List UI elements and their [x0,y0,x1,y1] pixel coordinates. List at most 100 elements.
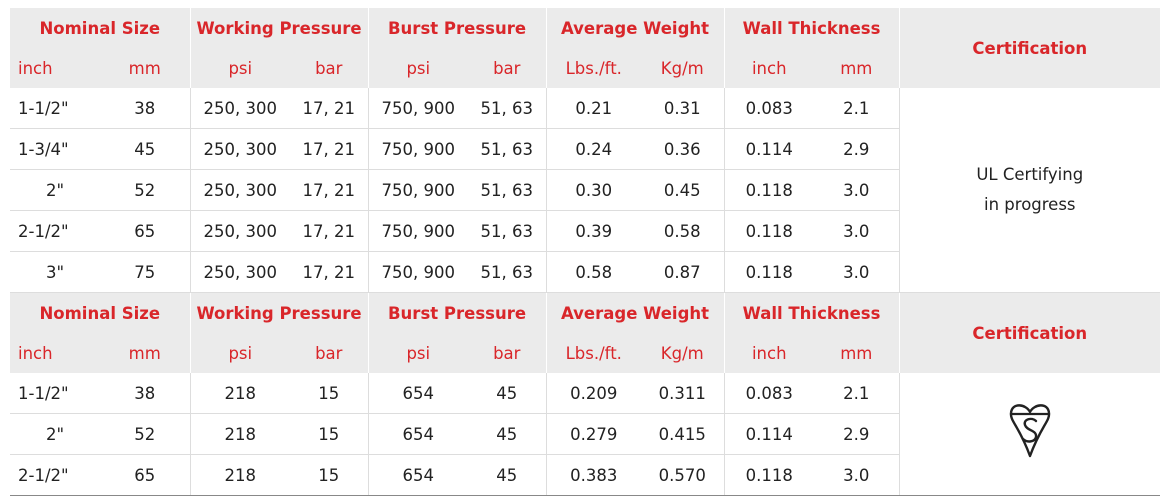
table-cell: 17, 21 [290,128,369,170]
table-cell: 0.21 [546,88,642,129]
table-cell: 0.39 [546,210,642,252]
table-cell: 2" [10,413,100,455]
unit-cell: psi [368,48,469,88]
table-cell: 250, 300 [190,210,291,252]
unit-cell: psi [190,48,291,88]
unit-row: inch mm psi bar psi bar Lbs./ft. Kg/m in… [10,333,1160,373]
table-cell: 17, 21 [290,251,369,293]
table-row: 1-1/2" 38 218 15 654 45 0.209 0.311 0.08… [10,373,1161,496]
header-burst-pressure: Burst Pressure [368,292,547,333]
table-cell: 52 [100,169,191,211]
table-cell: 0.36 [641,128,725,170]
table-cell: 654 [368,454,469,496]
header-working-pressure: Working Pressure [190,8,369,48]
table-cell: 0.114 [724,128,815,170]
table-cell: 218 [190,454,291,496]
unit-cell: Lbs./ft. [546,48,642,88]
table-cell: 654 [368,373,469,414]
table-row: 3" 75 250, 300 17, 21 750, 900 51, 63 0.… [10,251,1160,293]
table-cell: 0.083 [724,88,815,129]
spec-table: Nominal Size Working Pressure Burst Pres… [10,8,1161,496]
header-row: Nominal Size Working Pressure Burst Pres… [10,292,1161,373]
certification-cell: UL Certifying in progress [899,88,1161,293]
table-cell: 2.9 [814,413,900,455]
header-certification: Certification [898,292,1161,373]
header-working-pressure: Working Pressure [190,292,369,333]
unit-cell: Kg/m [641,333,725,373]
table-cell: 45 [100,128,191,170]
table-cell: 250, 300 [190,128,291,170]
table-cell: 38 [100,373,191,414]
table-cell: 1-1/2" [10,88,100,129]
table-cell: 0.311 [641,373,725,414]
unit-cell: inch [10,333,100,373]
unit-cell: mm [814,48,900,88]
unit-cell: bar [290,48,369,88]
header-average-weight: Average Weight [546,8,725,48]
table-cell: 0.383 [546,454,642,496]
table-cell: 0.118 [724,169,815,211]
table-cell: 250, 300 [190,251,291,293]
unit-cell: bar [290,333,369,373]
table-cell: 0.083 [724,373,815,414]
table-cell: 0.87 [641,251,725,293]
table-cell: 0.45 [641,169,725,211]
table-cell: 0.209 [546,373,642,414]
table-cell: 2" [10,169,100,211]
table-cell: 17, 21 [290,210,369,252]
header-average-weight: Average Weight [546,292,725,333]
table-cell: 15 [290,373,369,414]
table-row: 2-1/2" 65 250, 300 17, 21 750, 900 51, 6… [10,210,1160,252]
table-cell: 17, 21 [290,88,369,129]
table-cell: 2.1 [814,88,900,129]
table-cell: 250, 300 [190,88,291,129]
table-cell: 3.0 [814,169,900,211]
unit-cell: bar [468,48,547,88]
unit-cell: Kg/m [641,48,725,88]
unit-cell: mm [100,48,191,88]
table-cell: 75 [100,251,191,293]
header-wall-thickness: Wall Thickness [724,292,900,333]
unit-cell: bar [468,333,547,373]
table-cell: 2.1 [814,373,900,414]
table-cell: 1-1/2" [10,373,100,414]
table-cell: 750, 900 [368,128,469,170]
table-cell: 51, 63 [468,169,547,211]
table-cell: 1-3/4" [10,128,100,170]
table-cell: 250, 300 [190,169,291,211]
table-cell: 3" [10,251,100,293]
table-row: 2" 52 250, 300 17, 21 750, 900 51, 63 0.… [10,169,1160,211]
unit-cell: inch [724,333,815,373]
table-cell: 51, 63 [468,128,547,170]
table-cell: 51, 63 [468,251,547,293]
table-cell: 218 [190,373,291,414]
table-cell: 0.58 [641,210,725,252]
certification-text-line2: in progress [984,195,1076,214]
header-wall-thickness: Wall Thickness [724,8,900,48]
table-cell: 0.24 [546,128,642,170]
table-row: 1-3/4" 45 250, 300 17, 21 750, 900 51, 6… [10,128,1160,170]
table-cell: 750, 900 [368,169,469,211]
table-cell: 750, 900 [368,210,469,252]
table-cell: 750, 900 [368,251,469,293]
table-cell: 3.0 [814,454,900,496]
table-cell: 2.9 [814,128,900,170]
table-cell: 51, 63 [468,88,547,129]
table-cell: 2-1/2" [10,210,100,252]
unit-row: inch mm psi bar psi bar Lbs./ft. Kg/m in… [10,48,1160,88]
table-cell: 0.118 [724,454,815,496]
table-cell: 45 [468,413,547,455]
table-row: 1-1/2" 38 250, 300 17, 21 750, 900 51, 6… [10,88,1161,293]
header-nominal-size: Nominal Size [10,8,191,48]
header-row: Nominal Size Working Pressure Burst Pres… [10,8,1161,88]
header-certification: Certification [898,8,1161,88]
table-cell: 15 [290,413,369,455]
table-cell: 65 [100,454,191,496]
table-cell: 218 [190,413,291,455]
table-cell: 3.0 [814,210,900,252]
unit-cell: mm [100,333,191,373]
unit-cell: inch [724,48,815,88]
table-cell: 38 [100,88,191,129]
table-cell: 2-1/2" [10,454,100,496]
certification-text-line1: UL Certifying [976,165,1084,184]
